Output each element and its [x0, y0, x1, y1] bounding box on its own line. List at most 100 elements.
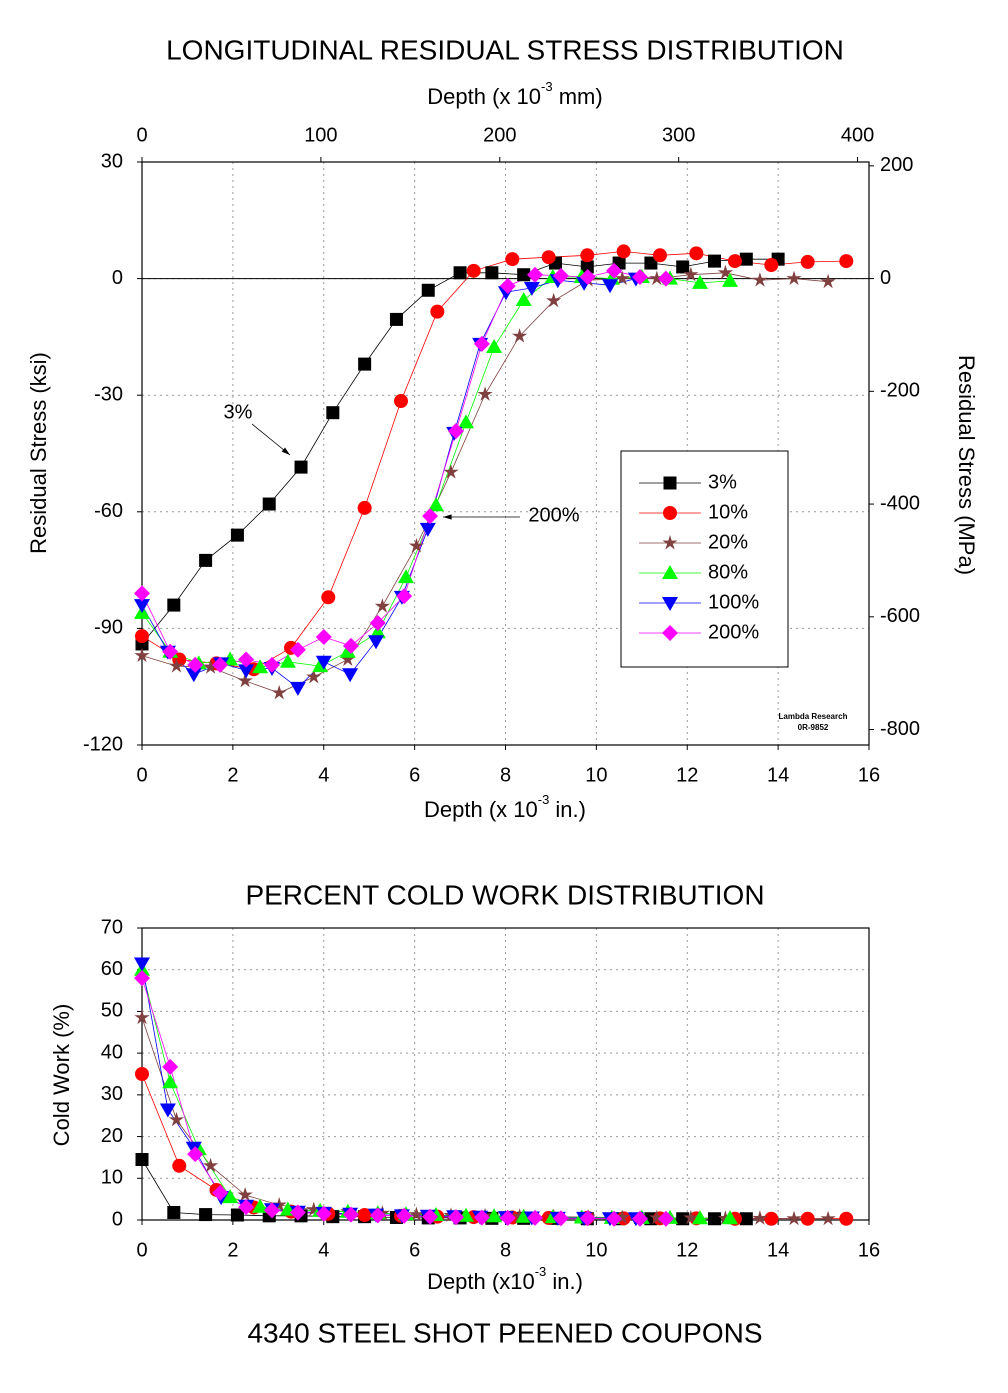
marker — [135, 1153, 149, 1167]
marker — [315, 655, 332, 670]
x-tick-label: 10 — [585, 764, 607, 786]
y-tick-label: -120 — [83, 733, 123, 755]
marker — [579, 1210, 596, 1227]
marker — [722, 1210, 738, 1225]
marker — [764, 1211, 779, 1226]
y-tick-label: -30 — [94, 383, 123, 405]
marker — [552, 267, 569, 284]
marker — [505, 252, 520, 267]
marker — [663, 476, 677, 490]
marker — [167, 1205, 181, 1219]
marker — [289, 681, 306, 696]
marker — [606, 1210, 623, 1227]
marker — [393, 394, 408, 409]
marker — [252, 659, 269, 674]
marker — [238, 1199, 255, 1216]
y2-tick-label: 0 — [880, 267, 891, 289]
marker — [237, 1187, 253, 1202]
marker — [162, 1074, 179, 1089]
marker — [727, 254, 742, 269]
x-tick-label: 2 — [227, 1239, 238, 1261]
marker — [649, 1209, 665, 1225]
series-line — [141, 969, 730, 1219]
x-tick-label: 8 — [500, 1239, 511, 1261]
marker — [396, 588, 413, 605]
x-tick-label: 16 — [858, 764, 880, 786]
y2-tick-label: -200 — [880, 380, 920, 402]
y-tick-label: 50 — [101, 1000, 123, 1022]
marker — [606, 262, 623, 279]
marker — [632, 269, 648, 285]
marker — [230, 528, 244, 542]
marker — [473, 1209, 490, 1226]
marker — [369, 1207, 386, 1224]
y-tick-label: 20 — [101, 1125, 123, 1147]
marker — [616, 244, 631, 259]
marker — [448, 1209, 464, 1226]
x-tick-label: 10 — [585, 1239, 607, 1261]
marker — [652, 248, 667, 263]
marker — [602, 279, 618, 294]
marker — [398, 569, 414, 584]
marker — [546, 292, 562, 308]
marker — [421, 283, 435, 297]
marker — [422, 1208, 439, 1225]
marker — [134, 599, 150, 614]
marker — [663, 506, 677, 520]
x2-tick-label: 300 — [662, 124, 695, 146]
x2-axis-label-sup: -3 — [541, 79, 553, 94]
marker — [199, 1208, 213, 1222]
annotation: 200% — [528, 504, 579, 526]
marker — [580, 260, 594, 274]
chart-title: LONGITUDINAL RESIDUAL STRESS DISTRIBUTIO… — [166, 34, 844, 65]
marker — [315, 629, 332, 645]
x-tick-label: 0 — [136, 764, 147, 786]
marker — [512, 1208, 528, 1223]
marker — [662, 535, 678, 550]
x2-axis-label-rest: mm) — [553, 84, 603, 109]
marker — [477, 386, 493, 401]
marker — [230, 1208, 244, 1222]
marker — [187, 656, 204, 673]
marker — [614, 1209, 630, 1224]
marker — [486, 339, 503, 353]
marker — [408, 538, 425, 553]
marker — [357, 500, 372, 515]
marker — [657, 270, 674, 287]
marker — [167, 598, 181, 612]
marker — [237, 672, 253, 688]
marker — [408, 1206, 425, 1221]
marker — [289, 641, 306, 658]
x-axis-label: Depth (x10-3 in.) — [427, 1264, 583, 1293]
marker — [820, 1210, 836, 1226]
marker — [523, 281, 540, 296]
marker — [752, 1210, 768, 1225]
legend-label: 10% — [708, 501, 748, 523]
marker — [552, 1210, 569, 1227]
marker — [321, 590, 336, 605]
marker — [252, 1198, 269, 1213]
marker — [443, 464, 459, 479]
marker — [203, 659, 219, 674]
legend-label: 200% — [708, 621, 759, 643]
marker — [134, 647, 150, 663]
series-line — [141, 278, 636, 689]
x-tick-label: 4 — [318, 764, 329, 786]
x-tick-label: 12 — [676, 1239, 698, 1261]
series-line — [141, 270, 666, 666]
marker — [279, 653, 296, 668]
y-tick-label: -90 — [94, 617, 123, 639]
y-tick-label: 30 — [101, 1083, 123, 1105]
x-tick-label: 2 — [227, 764, 238, 786]
marker — [134, 1009, 150, 1025]
marker — [485, 266, 499, 280]
marker — [739, 252, 753, 266]
marker — [172, 1158, 187, 1173]
x-tick-label: 0 — [136, 1239, 147, 1261]
marker — [289, 1204, 306, 1221]
x2-tick-label: 400 — [841, 124, 874, 146]
legend-label: 80% — [708, 561, 748, 583]
marker — [306, 669, 322, 684]
x-axis-label-sup: -3 — [538, 792, 550, 807]
